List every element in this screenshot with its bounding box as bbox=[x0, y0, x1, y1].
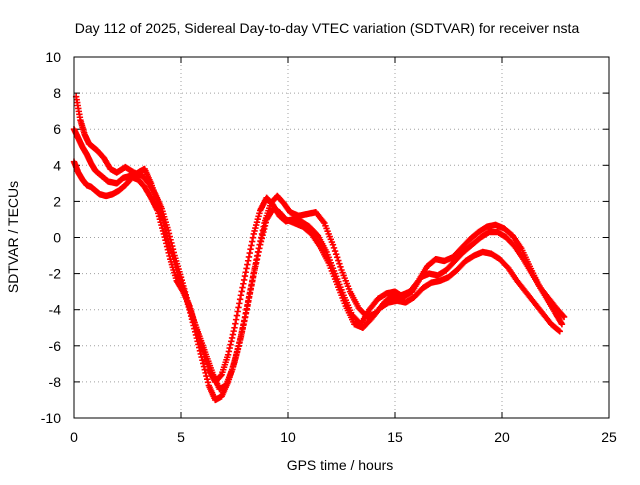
grid-lines bbox=[74, 57, 609, 418]
x-tick-label: 25 bbox=[601, 429, 617, 445]
y-tick-label: -6 bbox=[49, 338, 62, 354]
y-tick-label: 8 bbox=[53, 85, 61, 101]
y-tick-label: -8 bbox=[49, 374, 62, 390]
plot-frame bbox=[73, 56, 610, 419]
y-axis-label: SDTVAR / TECUs bbox=[5, 181, 21, 293]
chart-title: Day 112 of 2025, Sidereal Day-to-day VTE… bbox=[75, 20, 580, 36]
x-axis-label: GPS time / hours bbox=[287, 457, 394, 473]
y-tick-label: 2 bbox=[53, 193, 61, 209]
series-markers bbox=[70, 158, 563, 404]
series-track-c bbox=[70, 158, 563, 404]
y-tick-label: -2 bbox=[49, 266, 62, 282]
y-tick-label: 4 bbox=[53, 157, 61, 173]
x-tick-label: 0 bbox=[70, 429, 78, 445]
x-tick-label: 20 bbox=[494, 429, 510, 445]
x-tick-label: 5 bbox=[177, 429, 185, 445]
y-tick-label: -4 bbox=[49, 302, 62, 318]
data-series bbox=[70, 93, 568, 404]
x-tick-label: 10 bbox=[280, 429, 296, 445]
x-tick-label: 15 bbox=[387, 429, 403, 445]
y-tick-label: 10 bbox=[45, 49, 61, 65]
y-tick-label: -10 bbox=[41, 410, 61, 426]
y-tick-label: 0 bbox=[53, 230, 61, 246]
y-tick-label: 6 bbox=[53, 121, 61, 137]
axis-ticks: -10 -8 -6 -4 -2 0 2 4 6 8 10 0 5 10 15 20 25 bbox=[41, 49, 617, 445]
